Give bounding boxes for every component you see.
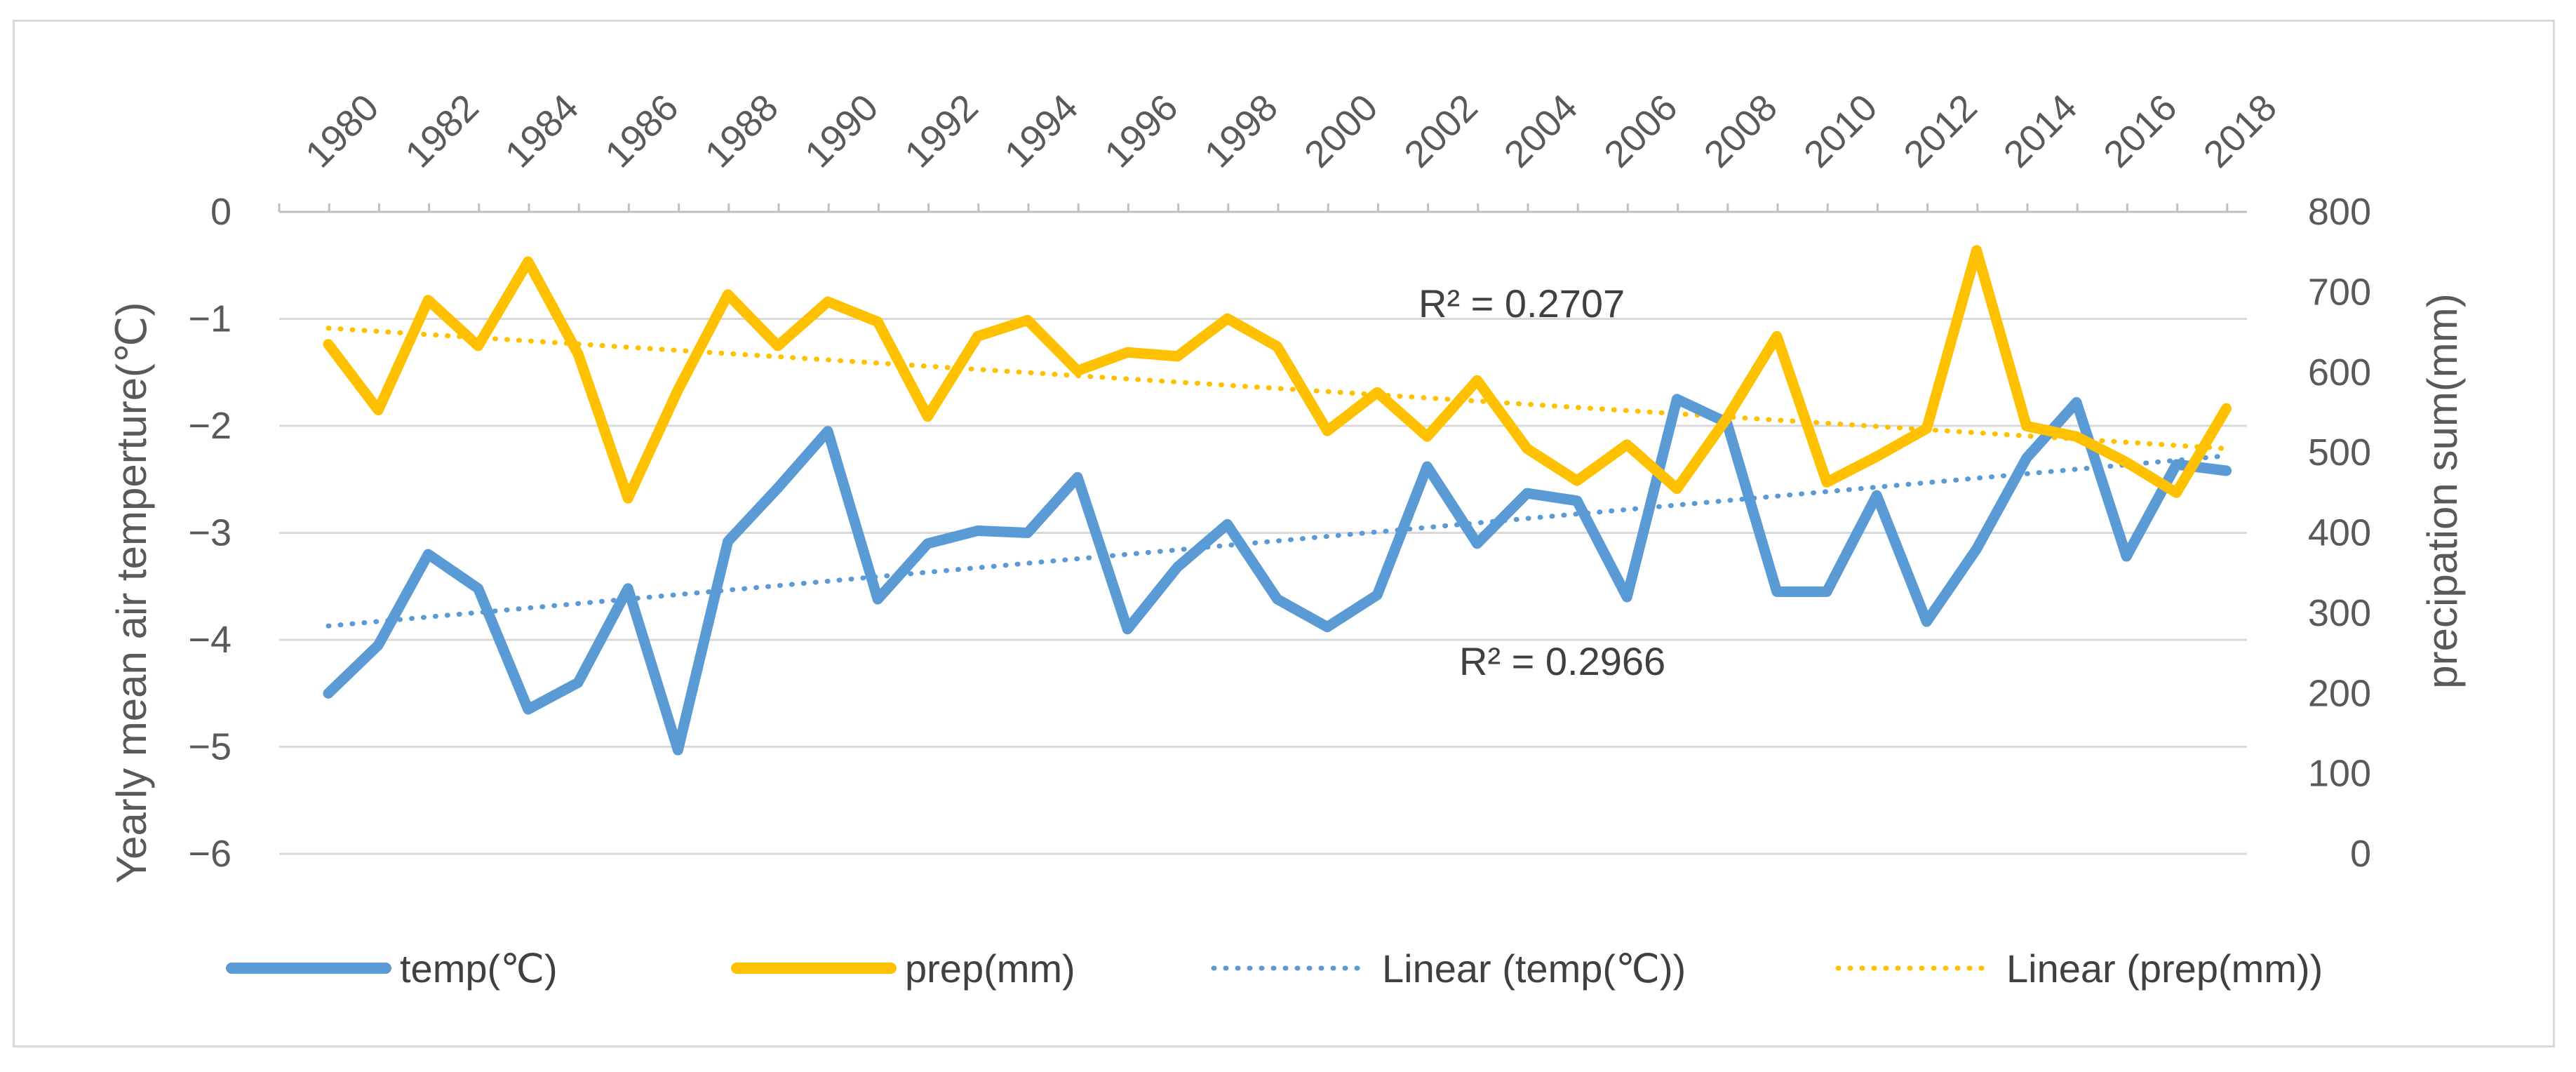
x-tick-label: 1982 <box>397 86 486 175</box>
left-y-axis-ticks: 0 −1 −2 −3 −4 −5 −6 <box>188 191 232 875</box>
x-tick-label: 1990 <box>797 86 886 175</box>
r-squared-prep-label: R² = 0.2707 <box>1418 281 1625 326</box>
legend-label: temp(℃) <box>400 946 558 991</box>
x-tick-label: 1988 <box>697 86 786 175</box>
series-line-linear-prep-mm <box>326 326 2229 451</box>
x-tick-label: 2006 <box>1596 86 1685 175</box>
series-line-temp <box>323 394 2232 756</box>
series-layer <box>323 245 2232 756</box>
x-tick-label: 2004 <box>1496 86 1585 175</box>
legend-label: Linear (temp(℃)) <box>1382 946 1686 991</box>
x-tick-label: 2018 <box>2196 86 2285 175</box>
left-y-tick-label: −3 <box>188 512 232 554</box>
right-y-tick-label: 800 <box>2308 191 2371 233</box>
x-tick-label: 2002 <box>1396 86 1485 175</box>
left-y-tick-label: −6 <box>188 833 232 875</box>
right-y-tick-label: 500 <box>2308 431 2371 474</box>
series-line-linear-temp <box>326 453 2229 629</box>
gridlines <box>279 210 2247 855</box>
left-y-tick-label: −5 <box>188 726 232 768</box>
x-tick-label: 2016 <box>2095 86 2185 175</box>
right-y-tick-label: 300 <box>2308 592 2371 634</box>
left-y-tick-label: 0 <box>210 191 232 233</box>
x-tick-label: 1980 <box>297 86 387 175</box>
right-y-tick-label: 600 <box>2308 351 2371 394</box>
x-tick-label: 1992 <box>897 86 986 175</box>
series-line-prep-mm <box>323 245 2232 504</box>
x-tick-label: 2008 <box>1696 86 1785 175</box>
legend-label: Linear (prep(mm)) <box>2006 946 2323 991</box>
x-tick-label: 2000 <box>1296 86 1386 175</box>
left-y-tick-label: −4 <box>188 619 232 661</box>
x-tick-label: 1996 <box>1096 86 1186 175</box>
right-y-tick-label: 200 <box>2308 672 2371 714</box>
right-y-axis-ticks: 800 700 600 500 400 300 200 100 0 <box>2308 191 2371 875</box>
x-tick-label: 2014 <box>1996 86 2085 175</box>
right-y-tick-label: 700 <box>2308 271 2371 313</box>
x-tick-label: 1994 <box>997 86 1086 175</box>
x-tick-label: 1986 <box>597 86 686 175</box>
legend: temp(℃) prep(mm) Linear (temp(℃)) Linear (p… <box>226 946 2323 991</box>
top-axis: 1980 1982 1984 1986 1988 1990 1992 1994 1996 1998… <box>278 86 2285 213</box>
right-y-tick-label: 0 <box>2350 833 2371 875</box>
left-y-axis-title: Yearly mean air temperture(℃) <box>108 302 155 884</box>
right-y-axis-title: precipation sum(mm) <box>2419 293 2466 688</box>
right-y-tick-label: 400 <box>2308 512 2371 554</box>
x-tick-label: 1998 <box>1197 86 1286 175</box>
left-y-tick-label: −1 <box>188 298 232 340</box>
legend-label: prep(mm) <box>905 946 1075 991</box>
left-y-tick-label: −2 <box>188 405 232 447</box>
right-y-tick-label: 100 <box>2308 753 2371 795</box>
r-squared-temp-label: R² = 0.2966 <box>1459 639 1665 683</box>
x-tick-label: 2012 <box>1896 86 1985 175</box>
x-tick-label: 2010 <box>1796 86 1885 175</box>
x-tick-label: 1984 <box>497 86 586 175</box>
